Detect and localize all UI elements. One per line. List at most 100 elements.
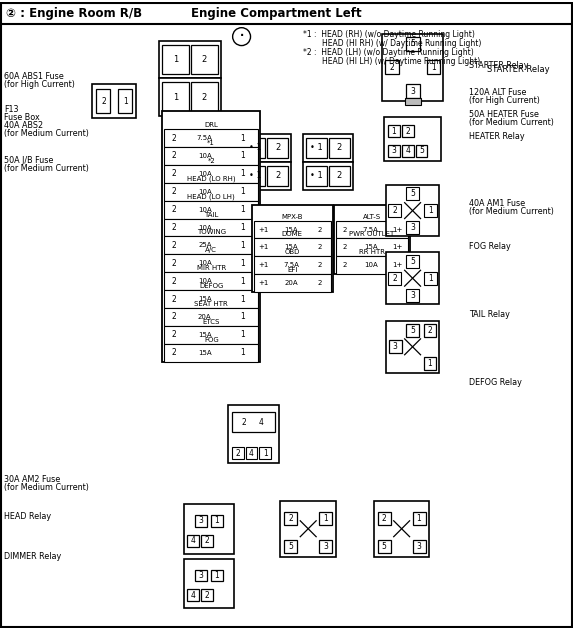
Bar [336,220,408,238]
Text: 40A ABS2: 40A ABS2 [4,121,43,130]
Text: 1: 1 [323,514,328,523]
Text: Fuse Box: Fuse Box [4,113,40,122]
Text: 5: 5 [410,39,415,48]
Text: 3: 3 [393,342,397,352]
Text: 30A AM2 Fuse: 30A AM2 Fuse [4,475,60,484]
Text: 1: 1 [240,241,244,250]
Bar [259,447,271,459]
Text: 2: 2 [382,514,386,523]
Text: 1+: 1+ [392,262,403,268]
Bar [334,205,410,274]
Text: 2: 2 [202,93,207,102]
Bar [412,512,426,525]
Bar [164,219,259,236]
Bar [389,340,401,353]
Bar [164,308,259,326]
Bar [164,344,259,362]
Text: 15A: 15A [364,244,378,250]
Bar [241,134,291,162]
Text: 2: 2 [204,591,209,600]
Text: RR HTR: RR HTR [359,249,385,255]
Text: 15A: 15A [198,332,211,338]
Text: 1: 1 [214,571,219,580]
Text: ETCS: ETCS [203,319,220,325]
Bar [329,138,350,158]
Text: 10A: 10A [198,278,211,284]
Text: DEFOG Relay: DEFOG Relay [469,377,522,387]
Bar [164,129,259,147]
Bar [191,83,218,112]
Text: 1: 1 [214,517,219,525]
Text: 1: 1 [428,273,433,283]
Bar [306,166,327,186]
Text: PWR OUTLET: PWR OUTLET [349,231,395,238]
Text: FOG Relay: FOG Relay [469,243,511,251]
Text: +1: +1 [258,262,268,268]
Text: 10A: 10A [198,171,211,177]
Text: 5: 5 [410,189,415,198]
Bar [388,125,400,137]
Text: 1: 1 [240,277,244,285]
Text: ALT-S: ALT-S [363,214,381,220]
Text: MIR HTR: MIR HTR [196,265,226,272]
Text: 1: 1 [123,97,128,106]
Bar [386,253,439,304]
Text: 4: 4 [259,418,264,427]
Bar [404,98,420,105]
Text: 1: 1 [173,55,178,64]
Text: FOG: FOG [204,337,219,343]
Text: 2: 2 [427,326,433,335]
Text: 1: 1 [240,259,244,268]
Text: 5: 5 [382,542,386,551]
Bar [191,45,218,74]
Text: 1: 1 [240,348,244,357]
Text: STARTER Relay: STARTER Relay [469,62,529,71]
Text: *2: *2 [207,158,215,164]
Bar [96,89,111,113]
Text: 1: 1 [240,295,244,304]
Text: 2: 2 [318,227,323,232]
Text: 1+: 1+ [392,244,403,250]
Bar [426,60,441,74]
Text: 3: 3 [198,517,203,525]
Text: HEAD Relay: HEAD Relay [4,512,51,521]
Text: 10A: 10A [198,207,211,212]
Bar [386,321,439,373]
Bar [253,220,331,238]
Text: 15A: 15A [285,244,298,250]
Bar [285,512,297,525]
Text: 15A: 15A [285,227,298,232]
Bar [195,570,207,581]
Text: 1: 1 [240,169,244,178]
Text: 1: 1 [173,93,178,102]
Bar [93,84,136,118]
Text: 20A: 20A [285,280,298,286]
Text: 2: 2 [202,55,207,64]
Bar [241,162,291,190]
Bar [245,166,266,186]
Bar [228,406,279,463]
Text: 2: 2 [318,280,323,286]
Text: 2: 2 [337,144,342,152]
Bar [1,3,571,24]
Text: ·: · [238,27,245,46]
Bar [252,205,333,292]
Bar [336,256,408,274]
Text: 2: 2 [172,277,176,285]
Bar [281,501,336,556]
Text: 5: 5 [410,326,415,335]
Text: 2: 2 [337,171,342,180]
Text: +1: +1 [258,280,268,286]
Bar [164,236,259,255]
Text: 1: 1 [427,358,433,368]
Bar [164,290,259,308]
Text: 1: 1 [240,134,244,142]
Bar [378,540,391,553]
Bar [374,501,430,556]
Text: DRL: DRL [204,122,218,128]
Text: 10A: 10A [198,153,211,159]
Text: 2: 2 [101,97,106,106]
Bar [164,147,259,165]
Text: *1 :  HEAD (RH) (w/o Daytime Running Light): *1 : HEAD (RH) (w/o Daytime Running Ligh… [303,30,475,38]
Bar [382,33,444,101]
